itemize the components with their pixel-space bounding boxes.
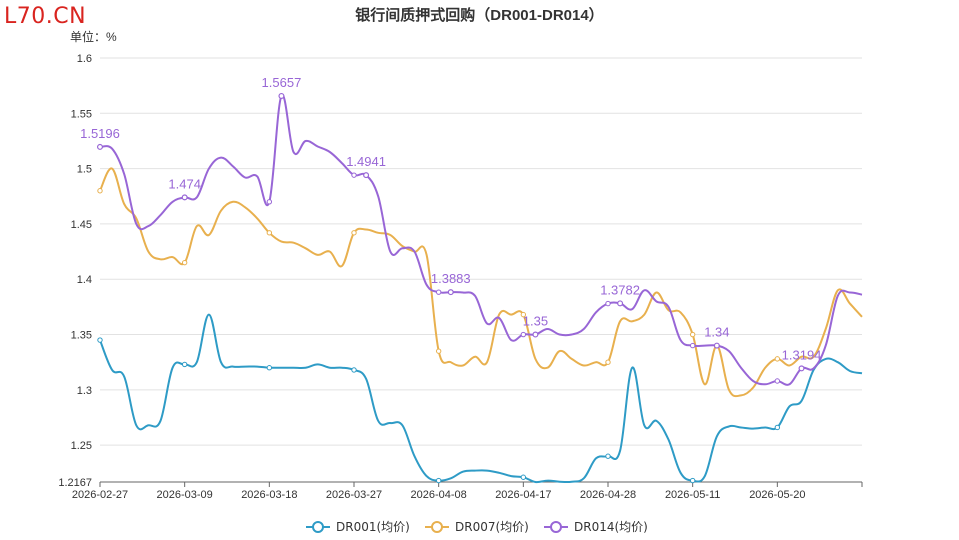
data-point-dr014 [520, 331, 527, 338]
data-label: 1.3883 [431, 271, 471, 286]
data-point-dr001 [97, 337, 103, 343]
legend-marker [431, 521, 443, 533]
data-point-dr007 [774, 356, 781, 362]
y-tick-label: 1.3 [77, 385, 92, 397]
data-point-dr014 [605, 300, 611, 307]
legend-item-dr007[interactable]: DR007(均价) [425, 520, 529, 534]
data-point-dr001 [605, 453, 611, 459]
data-point-dr001 [351, 367, 357, 373]
labeled-point [617, 300, 624, 307]
legend-item-dr001[interactable]: DR001(均价) [306, 520, 410, 534]
data-point-dr001 [266, 365, 273, 371]
series-line-dr001 [99, 313, 863, 484]
data-point-dr014 [774, 378, 781, 384]
x-tick-label: 2026-05-11 [665, 489, 720, 501]
data-label: 1.35 [523, 314, 548, 329]
data-point-dr014 [435, 289, 442, 295]
labeled-point [447, 289, 454, 296]
x-tick-label: 2026-03-09 [157, 489, 213, 501]
data-label: 1.5657 [262, 75, 302, 90]
data-point-dr001 [774, 424, 781, 431]
y-tick-label: 1.4 [77, 274, 92, 286]
x-tick-label: 2026-03-27 [326, 489, 382, 501]
legend-marker [550, 521, 562, 533]
data-label: 1.5196 [80, 126, 120, 141]
x-tick-label: 2026-03-18 [241, 489, 297, 501]
y-tick-label: 1.25 [71, 440, 92, 452]
chart-title: 银行间质押式回购（DR001-DR014） [355, 7, 604, 24]
data-point-dr007 [435, 348, 442, 354]
data-label: 1.4941 [346, 154, 386, 169]
data-label: 1.474 [168, 176, 201, 191]
labeled-point [532, 331, 539, 338]
series-line-dr007 [99, 167, 863, 398]
data-label: 1.34 [704, 325, 729, 340]
data-point-dr007 [181, 259, 188, 266]
labeled-point [363, 172, 370, 179]
data-label: 1.3782 [600, 282, 640, 297]
data-point-dr007 [605, 359, 611, 365]
data-point-dr001 [181, 361, 188, 368]
labeled-point [96, 143, 103, 150]
legend-label: DR014(均价) [574, 520, 648, 534]
data-point-dr007 [266, 230, 273, 236]
labeled-point [278, 92, 285, 99]
y-tick-label: 1.6 [77, 53, 92, 65]
labeled-point [713, 342, 720, 349]
y-tick-label: 1.2167 [58, 477, 92, 489]
grid-lines [100, 57, 862, 483]
data-point-dr001 [435, 477, 442, 484]
axes: 1.2167 1.25 1.3 1.35 1.4 1.45 1.5 1.55 1.6 2026-0… [58, 53, 863, 501]
site-logo: L70.CN [4, 4, 87, 29]
data-point-dr001 [689, 477, 696, 484]
legend[interactable]: DR001(均价) DR007(均价) DR014(均价) [306, 520, 648, 534]
data-point-dr007 [689, 331, 696, 338]
labeled-point [798, 365, 805, 372]
unit-label: 单位：% [70, 30, 117, 44]
legend-label: DR007(均价) [455, 520, 529, 534]
series-layer [97, 94, 863, 484]
data-point-dr014 [266, 199, 273, 205]
data-point-dr001 [520, 474, 527, 480]
y-tick-label: 1.55 [71, 108, 92, 120]
data-point-dr007 [97, 188, 103, 194]
data-point-dr007 [351, 230, 357, 236]
x-tick-label: 2026-04-08 [411, 489, 467, 501]
legend-item-dr014[interactable]: DR014(均价) [544, 520, 648, 534]
data-point-dr007 [520, 311, 527, 318]
labeled-point [181, 194, 188, 201]
x-tick-label: 2026-04-28 [580, 489, 636, 501]
data-point-dr014 [351, 172, 357, 178]
series-line-dr014 [99, 94, 863, 386]
x-tick-label: 2026-02-27 [72, 489, 128, 501]
legend-marker [312, 521, 324, 533]
y-tick-label: 1.35 [71, 330, 92, 342]
x-tick-label: 2026-05-20 [749, 489, 805, 501]
data-labels: 1.5196 1.474 1.5657 1.4941 1.3883 1.35 1.3782 1… [80, 75, 822, 372]
legend-label: DR001(均价) [336, 520, 410, 534]
y-tick-label: 1.45 [71, 219, 92, 231]
x-tick-label: 2026-04-17 [495, 489, 551, 501]
data-label: 1.3194 [782, 347, 822, 362]
data-point-dr014 [689, 342, 696, 349]
y-tick-label: 1.5 [77, 164, 92, 176]
